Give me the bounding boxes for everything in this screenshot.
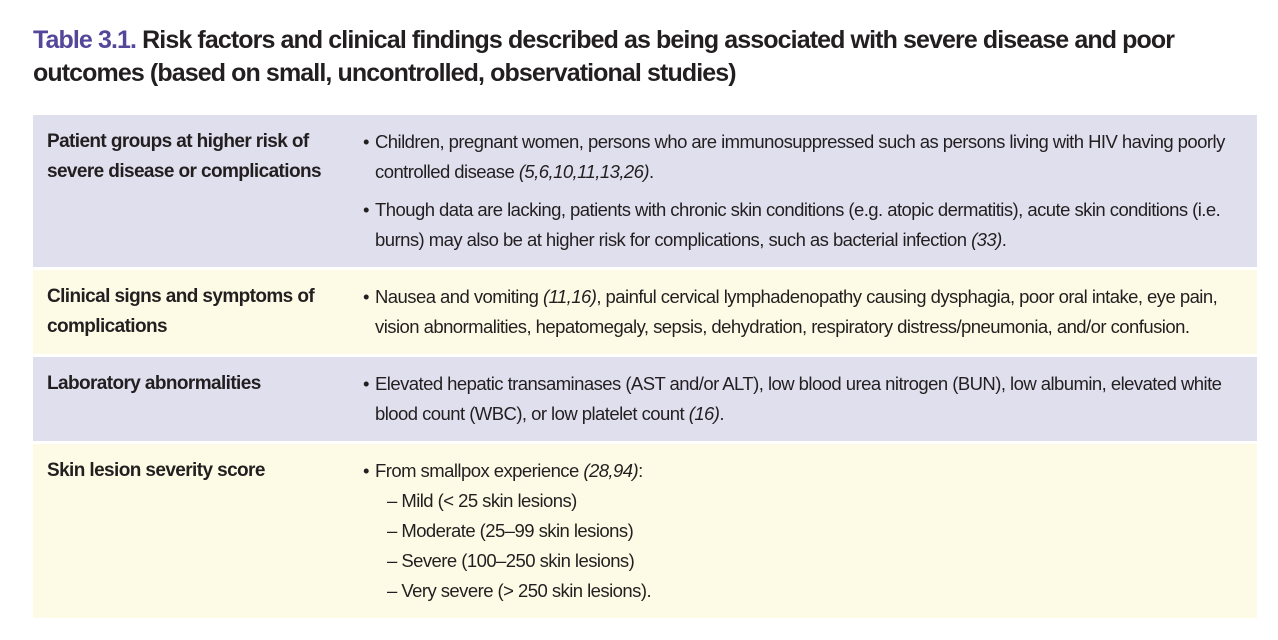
list-item: Elevated hepatic transaminases (AST and/… xyxy=(363,369,1237,429)
severity-very-severe: – Very severe (> 250 skin lesions). xyxy=(387,580,652,601)
list-item: Nausea and vomiting (11,16), painful cer… xyxy=(363,282,1237,342)
row-content: Elevated hepatic transaminases (AST and/… xyxy=(349,357,1257,441)
row-label: Clinical signs and symptoms of complicat… xyxy=(47,286,315,337)
row-content: Nausea and vomiting (11,16), painful cer… xyxy=(349,270,1257,354)
citation: (33) xyxy=(971,229,1002,250)
table-row: Patient groups at higher risk of severe … xyxy=(33,115,1257,270)
table-number: Table 3.1. xyxy=(33,26,137,54)
list-item: Though data are lacking, patients with c… xyxy=(363,195,1237,255)
table-row: Clinical signs and symptoms of complicat… xyxy=(33,270,1257,357)
table-caption: Risk factors and clinical findings descr… xyxy=(33,26,1175,87)
citation: (16) xyxy=(688,403,720,424)
row-content: From smallpox experience (28,94): – Mild… xyxy=(349,444,1257,618)
severity-severe: – Severe (100–250 skin lesions) xyxy=(387,550,635,571)
row-label: Laboratory abnormalities xyxy=(47,373,261,394)
citation: (11,16) xyxy=(542,286,597,307)
list-item: From smallpox experience (28,94): – Mild… xyxy=(363,456,1237,606)
row-content: Children, pregnant women, persons who ar… xyxy=(349,115,1257,267)
table-row: Laboratory abnormalities Elevated hepati… xyxy=(33,357,1257,444)
row-label: Skin lesion severity score xyxy=(47,460,265,481)
severity-mild: – Mild (< 25 skin lesions) xyxy=(387,490,577,511)
severity-moderate: – Moderate (25–99 skin lesions) xyxy=(387,520,634,541)
citation: (28,94) xyxy=(583,460,639,481)
table-title: Table 3.1. Risk factors and clinical fin… xyxy=(33,24,1233,90)
risk-factors-table: Patient groups at higher risk of severe … xyxy=(33,115,1257,621)
table-row: Skin lesion severity score From smallpox… xyxy=(33,444,1257,621)
citation: (5,6,10,11,13,26) xyxy=(518,161,650,182)
list-item: Children, pregnant women, persons who ar… xyxy=(363,127,1237,187)
row-label: Patient groups at higher risk of severe … xyxy=(47,131,322,182)
